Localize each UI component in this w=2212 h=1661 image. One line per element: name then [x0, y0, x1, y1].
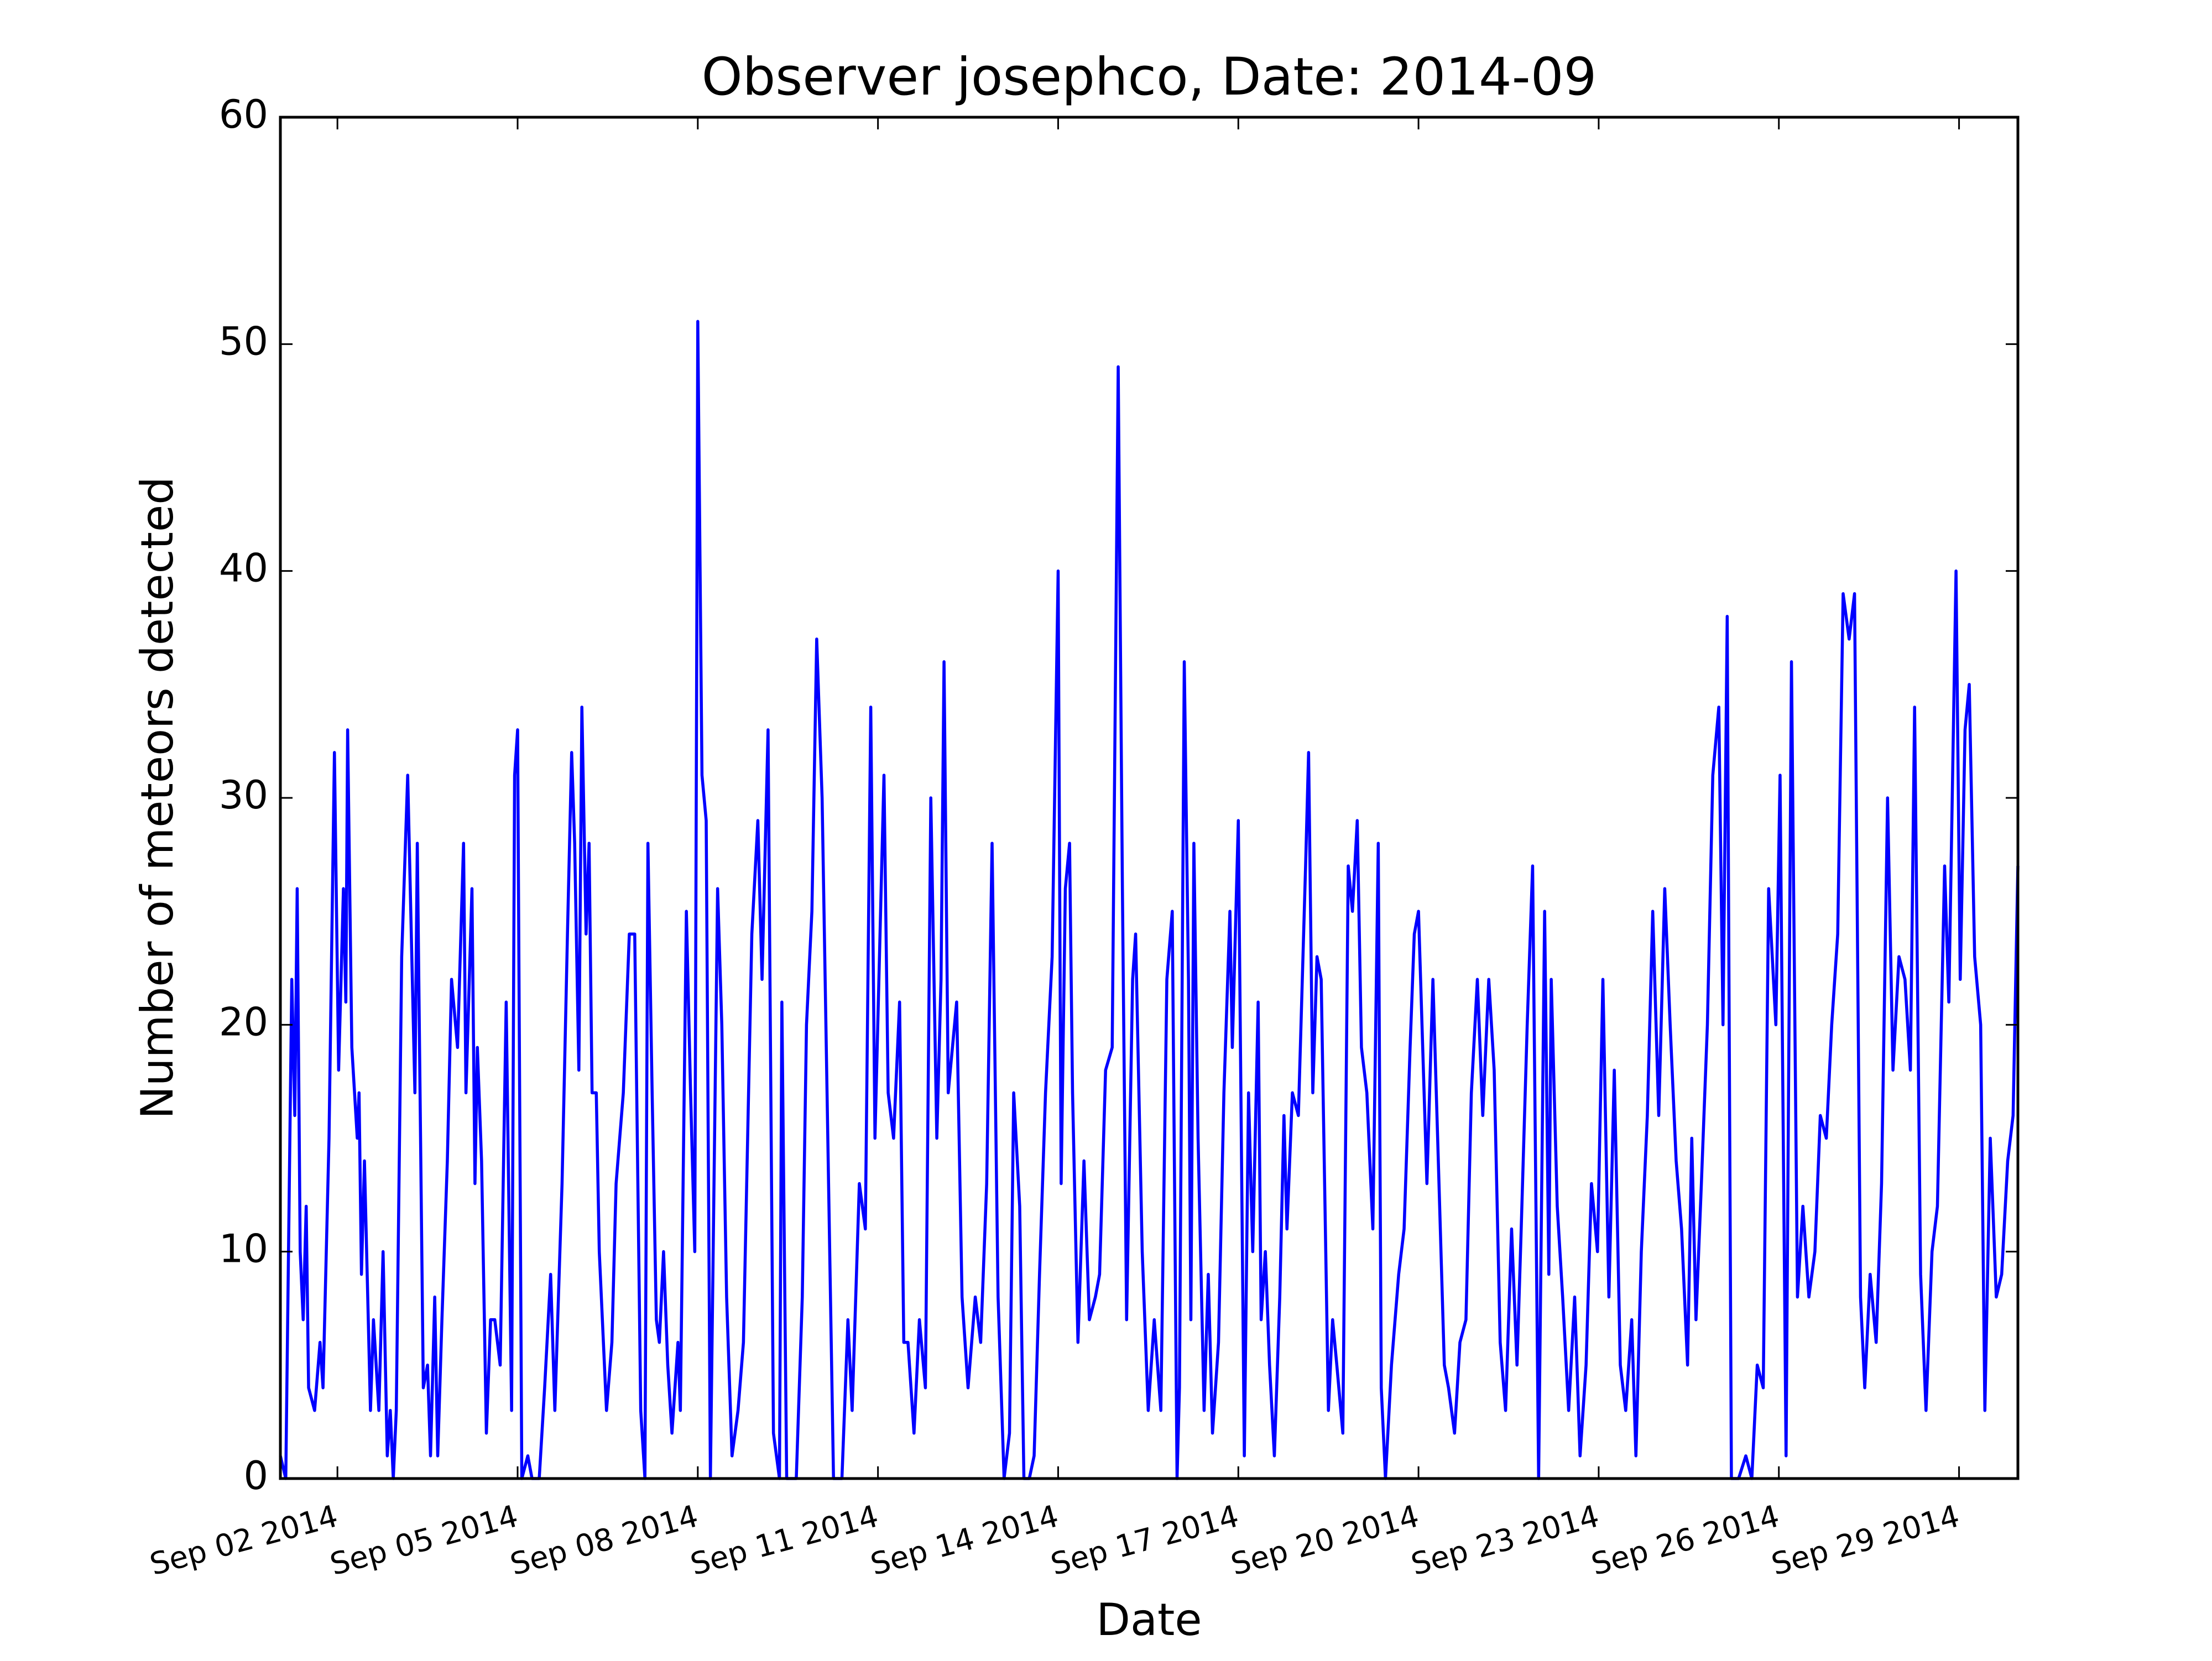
y-tick-label: 60: [219, 92, 268, 137]
y-tick-label: 0: [243, 1453, 268, 1498]
y-axis-label: Number of meteors detected: [132, 477, 183, 1119]
x-axis-label: Date: [1096, 1594, 1202, 1646]
y-tick-label: 20: [219, 999, 268, 1044]
y-tick-label: 10: [219, 1226, 268, 1272]
y-tick-label: 30: [219, 772, 268, 818]
chart-title: Observer josephco, Date: 2014-09: [702, 47, 1597, 107]
y-tick-label: 50: [219, 318, 268, 364]
data-line: [279, 320, 2020, 1480]
y-tick-label: 40: [219, 546, 268, 591]
